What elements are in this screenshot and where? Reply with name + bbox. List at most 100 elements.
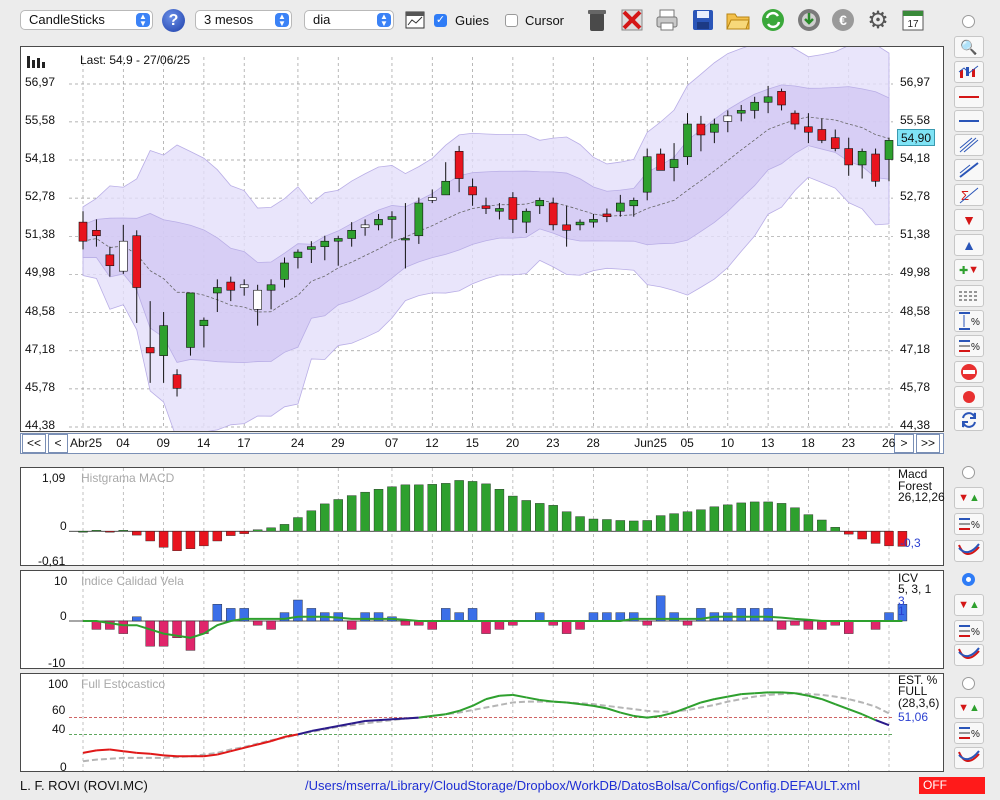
date-tick-label: 07 xyxy=(384,436,399,450)
macd-bar xyxy=(132,531,142,536)
candles-tool-button[interactable] xyxy=(954,61,984,83)
lines-percent-button[interactable]: % xyxy=(954,335,984,357)
candle-body xyxy=(871,153,880,182)
help-button[interactable]: ? xyxy=(162,9,185,32)
arrow-up-button[interactable]: ▲ xyxy=(954,234,984,256)
horizontal-line-red-button[interactable] xyxy=(954,86,984,108)
macd-bar xyxy=(844,531,854,535)
macd-panel[interactable]: Histgrama MACD xyxy=(20,467,944,566)
stochastic-panel[interactable]: Full Estocastico xyxy=(20,673,944,772)
sum-tool-button[interactable]: Σ xyxy=(954,184,984,206)
price-tick-left: 49,98 xyxy=(25,265,56,280)
channel-tool-button[interactable] xyxy=(954,134,984,156)
cursor-checkbox[interactable] xyxy=(505,14,518,27)
date-navigation-bar xyxy=(20,433,944,454)
stoch-lines-percent-button[interactable]: % xyxy=(954,722,984,744)
signals-tool-button[interactable]: ✚ ▼ xyxy=(954,259,984,281)
nav-next-button[interactable]: > xyxy=(894,434,914,453)
main-panel-radio[interactable] xyxy=(962,15,975,28)
stoch-y-100: 100 xyxy=(48,677,69,691)
nav-last-button[interactable]: >> xyxy=(916,434,940,453)
candle-body xyxy=(548,202,558,226)
icv-panel[interactable]: Indice Calidad Vela xyxy=(20,570,944,669)
price-chart-panel[interactable]: Last: 54.9 - 27/06/25 xyxy=(20,46,944,432)
stochastic-line-segment xyxy=(808,694,823,701)
icv-lines-percent-button[interactable]: % xyxy=(954,620,984,642)
horizontal-line-blue-button[interactable] xyxy=(954,110,984,132)
scale-percent-button[interactable]: % xyxy=(954,310,984,332)
macd-bar xyxy=(467,481,478,532)
macd-bar xyxy=(252,529,263,532)
red-down-arrow-icon: ▼ xyxy=(958,599,969,611)
download-icon[interactable] xyxy=(796,7,822,33)
icv-signals-button[interactable]: ▼ ▲ xyxy=(954,594,984,616)
curve-icon xyxy=(958,750,980,762)
chevron-updown-icon: ▲ ▼ xyxy=(136,13,150,28)
hlines-tool-button[interactable] xyxy=(954,285,984,307)
candle-body xyxy=(710,123,719,133)
interval-select[interactable]: dia ▲ ▼ xyxy=(304,10,394,30)
candle-body xyxy=(119,240,128,272)
sync-arrows-icon xyxy=(962,412,976,428)
channel-icon xyxy=(959,137,979,153)
last-price-label: Last: 54.9 - 27/06/25 xyxy=(80,53,191,67)
no-entry-button[interactable] xyxy=(954,361,984,383)
macd-bar xyxy=(803,514,814,532)
candle-body xyxy=(642,156,652,193)
icv-radio[interactable] xyxy=(962,573,975,586)
nav-prev-button[interactable]: < xyxy=(48,434,68,453)
candle-body xyxy=(320,240,330,247)
macd-curve-button[interactable] xyxy=(954,540,984,562)
status-off-badge[interactable]: OFF xyxy=(919,777,985,794)
zoom-tool-button[interactable]: 🔍 xyxy=(954,36,984,58)
stop-button[interactable] xyxy=(954,386,984,408)
icv-y-top: 10 xyxy=(54,574,68,588)
help-icon: ? xyxy=(168,12,179,29)
red-line-icon xyxy=(959,96,979,98)
macd-lines-percent-button[interactable]: % xyxy=(954,513,984,535)
stochastic-line-segment xyxy=(714,695,728,701)
icv-bar xyxy=(790,620,800,626)
macd-bar xyxy=(266,527,276,532)
icv-bar xyxy=(360,612,370,622)
guides-checkbox[interactable]: ✓ xyxy=(434,14,447,27)
candle-body xyxy=(145,347,155,354)
icv-bar xyxy=(293,599,303,622)
chart-type-select[interactable]: CandleSticks ▲ ▼ xyxy=(20,10,153,30)
open-folder-icon[interactable] xyxy=(725,7,751,33)
stoch-curve-button[interactable] xyxy=(954,747,984,769)
candle-body xyxy=(239,284,249,288)
icv-bar xyxy=(736,608,746,622)
gear-icon[interactable]: ⚙ xyxy=(867,6,889,34)
stochastic-line-segment xyxy=(163,754,178,758)
candle-body xyxy=(387,216,397,220)
stoch-y-40: 40 xyxy=(52,722,66,736)
macd-signals-button[interactable]: ▼ ▲ xyxy=(954,487,984,509)
candle-body xyxy=(132,235,142,288)
save-icon[interactable] xyxy=(690,7,716,33)
sync-button[interactable] xyxy=(954,409,984,431)
print-icon[interactable] xyxy=(654,7,680,33)
currency-icon[interactable]: € xyxy=(830,7,856,33)
chart-window-icon[interactable] xyxy=(402,7,428,33)
period-select[interactable]: 3 mesos ▲ ▼ xyxy=(195,10,292,30)
stochastic-line-segment xyxy=(754,691,769,695)
trash-icon[interactable] xyxy=(584,7,610,33)
macd-radio[interactable] xyxy=(962,466,975,479)
stoch-radio[interactable] xyxy=(962,677,975,690)
candle-body xyxy=(172,374,182,389)
stochastic-line-segment xyxy=(821,698,836,706)
nav-first-button[interactable]: << xyxy=(22,434,46,453)
trendline-tool-button[interactable] xyxy=(954,159,984,181)
refresh-icon[interactable] xyxy=(760,7,786,33)
candle-body xyxy=(763,96,773,103)
stochastic-line-segment xyxy=(472,698,487,707)
stoch-signals-button[interactable]: ▼ ▲ xyxy=(954,697,984,719)
calendar-icon[interactable]: 17 xyxy=(900,7,926,33)
delete-icon[interactable] xyxy=(619,7,645,33)
current-price-marker: 54,90 xyxy=(897,129,935,146)
icv-curve-button[interactable] xyxy=(954,644,984,666)
candle-body xyxy=(105,254,115,267)
arrow-down-button[interactable]: ▼ xyxy=(954,209,984,231)
stochastic-line-segment xyxy=(123,750,137,754)
